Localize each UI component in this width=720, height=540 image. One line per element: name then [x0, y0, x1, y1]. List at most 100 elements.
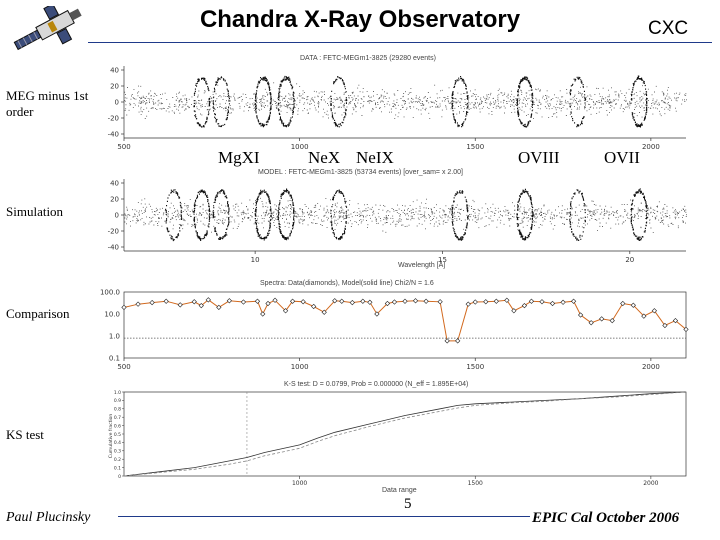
page-title: Chandra X-Ray Observatory — [199, 6, 521, 33]
emission-ring — [277, 75, 295, 128]
ion-label-neix: NeIX — [356, 148, 394, 167]
data-point — [578, 312, 584, 318]
x-tick-label: 2000 — [642, 143, 660, 151]
data-point — [472, 299, 478, 305]
emission-ring — [277, 188, 295, 241]
model-image-panel: 40 20 0 -20 -40 10 15 20 — [108, 179, 687, 264]
data-point — [455, 338, 461, 344]
ks-test-chart: 0 0.1 0.2 0.3 0.4 0.5 0.6 0.7 0.8 0.9 1.0 1000 1500 2… — [108, 390, 687, 487]
side-label-data: MEG minus 1st order — [6, 88, 89, 119]
emission-ring — [451, 190, 469, 241]
plot-frame — [123, 391, 687, 477]
data-point — [198, 303, 204, 309]
emission-ring — [516, 188, 534, 241]
data-point — [282, 308, 289, 314]
data-point — [300, 299, 306, 305]
data-point — [483, 299, 489, 305]
data-point — [599, 316, 605, 322]
chandra-satellite-icon — [13, 6, 82, 51]
emission-ring — [254, 189, 272, 241]
data-point — [289, 298, 296, 304]
x-tick-label: 10 — [251, 256, 260, 264]
data-point — [504, 297, 510, 303]
y-tick-label: 20 — [110, 196, 119, 204]
data-point — [630, 302, 636, 308]
model-xlabel: Wavelength [Å] — [398, 262, 446, 269]
data-point — [528, 298, 535, 304]
header-rule — [88, 42, 712, 43]
x-tick-label: 1500 — [466, 363, 484, 371]
y-tick-label: -20 — [108, 228, 119, 236]
emission-ring — [165, 189, 183, 242]
y-tick-label: 40 — [110, 180, 119, 188]
emission-ring — [630, 188, 648, 241]
data-point — [609, 317, 615, 324]
y-tick-label: -40 — [108, 131, 119, 139]
data-point — [391, 299, 398, 305]
data-point — [521, 303, 528, 309]
ion-label-nex: NeX — [308, 148, 341, 167]
data-point — [493, 298, 499, 304]
y-tick-label: 20 — [110, 83, 119, 91]
data-point — [651, 308, 658, 314]
data-point — [205, 297, 211, 303]
x-tick-label: 1500 — [466, 143, 484, 151]
y-tick-label: 0.7 — [114, 415, 121, 421]
data-point — [272, 297, 278, 303]
data-point — [423, 298, 429, 304]
y-tick-label: 0.1 — [109, 355, 120, 363]
model-cumulative-line — [123, 391, 687, 477]
data-point — [620, 300, 626, 307]
y-tick-label: -20 — [108, 115, 119, 123]
data-point — [177, 302, 183, 308]
noise-events — [124, 82, 687, 120]
emission-ring — [630, 75, 648, 128]
data-point — [412, 298, 419, 304]
emission-ring — [451, 76, 469, 128]
data-point — [560, 299, 566, 305]
data-point — [311, 303, 317, 310]
data-point — [191, 299, 197, 305]
y-tick-label: 100.0 — [100, 289, 120, 297]
ion-label-ovii: OVII — [604, 148, 640, 167]
x-tick-label: 1000 — [291, 363, 309, 371]
data-point — [402, 298, 408, 304]
x-tick-label: 15 — [438, 256, 447, 264]
y-tick-label: 0.4 — [114, 440, 121, 446]
y-tick-label: 10.0 — [104, 311, 120, 319]
data-point — [332, 298, 338, 304]
x-tick-label: 20 — [625, 256, 634, 264]
ion-label-mgxi: MgXI — [218, 148, 260, 167]
spectra-comparison-chart: 100.0 10.0 1.0 0.1500 1000 1500 2000 — [100, 289, 689, 371]
data-point — [260, 311, 266, 317]
org-label: CXC — [648, 18, 689, 39]
data-point — [254, 298, 261, 304]
ion-label-oviii: OVIII — [518, 148, 560, 167]
emission-ring — [330, 189, 348, 241]
y-tick-label: 0.3 — [114, 449, 121, 455]
data-point — [549, 300, 556, 307]
data-panel-title: DATA : FETC-MEGm1-3825 (29280 events) — [300, 55, 436, 62]
ks-xlabel: Data range — [382, 487, 417, 494]
emission-ring — [569, 76, 587, 128]
y-tick-label: 0.6 — [114, 423, 121, 429]
y-tick-label: 0.5 — [114, 432, 121, 438]
y-tick-label: 1.0 — [114, 390, 121, 396]
data-point — [321, 309, 327, 315]
data-point — [465, 301, 471, 307]
y-tick-label: 0.9 — [114, 398, 121, 404]
data-cumulative-line — [123, 391, 687, 477]
data-point — [683, 326, 689, 333]
data-point — [672, 317, 679, 324]
x-tick-label: 1000 — [291, 143, 309, 151]
data-point — [349, 299, 355, 306]
side-label-ks: KS test — [6, 427, 44, 442]
emission-ring — [193, 77, 211, 128]
data-point — [339, 298, 345, 304]
side-label-simulation: Simulation — [6, 204, 64, 219]
event-label: EPIC Cal October 2006 — [532, 510, 680, 526]
data-point — [374, 311, 380, 317]
data-point — [662, 322, 668, 329]
y-tick-label: 1.0 — [109, 333, 120, 341]
spectra-panel-title: Spectra: Data(diamonds), Model(solid lin… — [260, 280, 434, 287]
